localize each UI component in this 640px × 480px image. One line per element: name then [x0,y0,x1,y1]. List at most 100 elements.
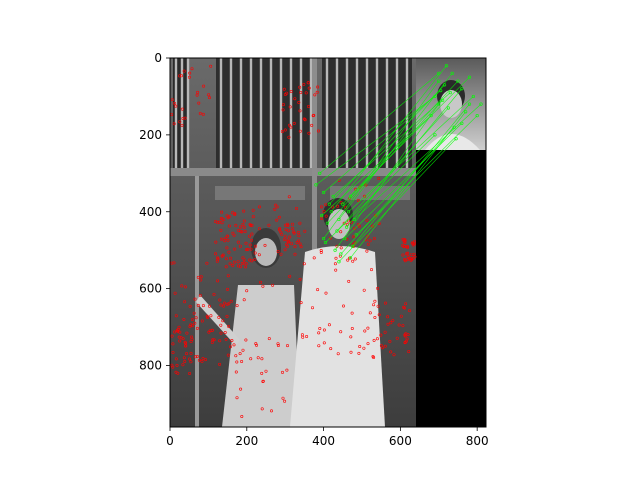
keypoint [408,309,412,313]
x-tick-label: 400 [312,434,335,448]
keypoint [408,256,412,260]
keypoint [281,108,285,112]
match-point [471,94,475,99]
keypoint [339,230,343,234]
keypoint [197,101,201,105]
match-line [331,65,447,212]
keypoint [370,224,374,228]
match-point [454,137,458,141]
keypoint [172,261,176,265]
keypoint [245,289,249,293]
keypoint [409,253,413,257]
keypoint [267,223,271,227]
door-lattice [170,58,416,427]
keypoint [235,396,239,400]
keypoint [261,379,265,383]
keypoint [249,247,253,251]
keypoint [253,251,257,255]
keypoint [322,209,326,213]
keypoint [351,259,355,263]
keypoint [242,298,246,302]
keypoint [288,274,292,278]
match-point [318,171,322,175]
match-point [314,183,318,187]
keypoint [254,244,258,248]
match-point [346,210,351,214]
keypoint [358,344,362,348]
keypoint [180,284,184,288]
keypoint [406,254,410,258]
keypoint [188,357,192,361]
keypoint [369,268,373,272]
x-tick-label: 200 [235,434,258,448]
keypoint [324,291,328,295]
keypoint [241,223,245,227]
keypoint [349,350,353,354]
keypoint [386,322,390,326]
keypoint [287,135,291,139]
keypoint [205,314,209,318]
keypoint [208,96,212,100]
keypoint [392,353,396,357]
match-point [354,233,358,237]
match-line [315,96,436,186]
keypoint [372,338,376,342]
keypoint [315,90,319,94]
keypoint [240,414,244,418]
keypoint [373,315,377,319]
keypoint [362,346,366,350]
keypoint [286,224,290,228]
keypoint [373,299,377,303]
match-point [460,87,464,91]
keypoint [218,339,222,343]
keypoint [188,71,192,75]
keypoint [260,357,264,361]
keypoint [320,217,324,221]
keypoint [214,220,218,224]
keypoint [269,409,273,413]
match-line [348,96,474,212]
match-line [342,80,459,205]
keypoint [242,225,246,229]
keypoint [191,318,195,322]
keypoint [188,324,192,328]
keypoint [310,123,314,127]
match-line [319,73,439,174]
match-point [325,221,330,225]
keypoint [180,123,184,127]
keypoint [170,363,174,367]
keypoint [300,333,304,337]
keypoint [288,105,292,109]
keypoint [174,104,178,108]
keypoint [383,301,387,305]
keypoint [397,323,401,327]
keypoint [383,344,387,348]
keypoint [245,248,249,252]
keypoint [197,358,201,362]
keypoint [257,253,261,257]
match-point [321,190,326,195]
keypoint [317,344,321,348]
keypoint [250,238,254,242]
keypoint [198,293,202,297]
keypoint [333,262,337,266]
keypoint [223,301,227,305]
keypoint [183,285,187,289]
keypoint [322,328,326,332]
keypoint [241,256,245,260]
keypoint [277,215,281,219]
keypoint [196,90,200,94]
keypoint [347,279,351,283]
keypoint [217,315,221,319]
keypoint [251,215,255,219]
x-tick-label: 800 [466,434,489,448]
keypoint [225,234,229,238]
keypoint [276,343,280,347]
keypoint [297,101,301,105]
match-line [346,88,463,228]
match-line [356,115,478,236]
keypoint [286,238,290,242]
keypoint [329,347,333,351]
keypoint [283,128,287,132]
keypoint [401,244,405,248]
